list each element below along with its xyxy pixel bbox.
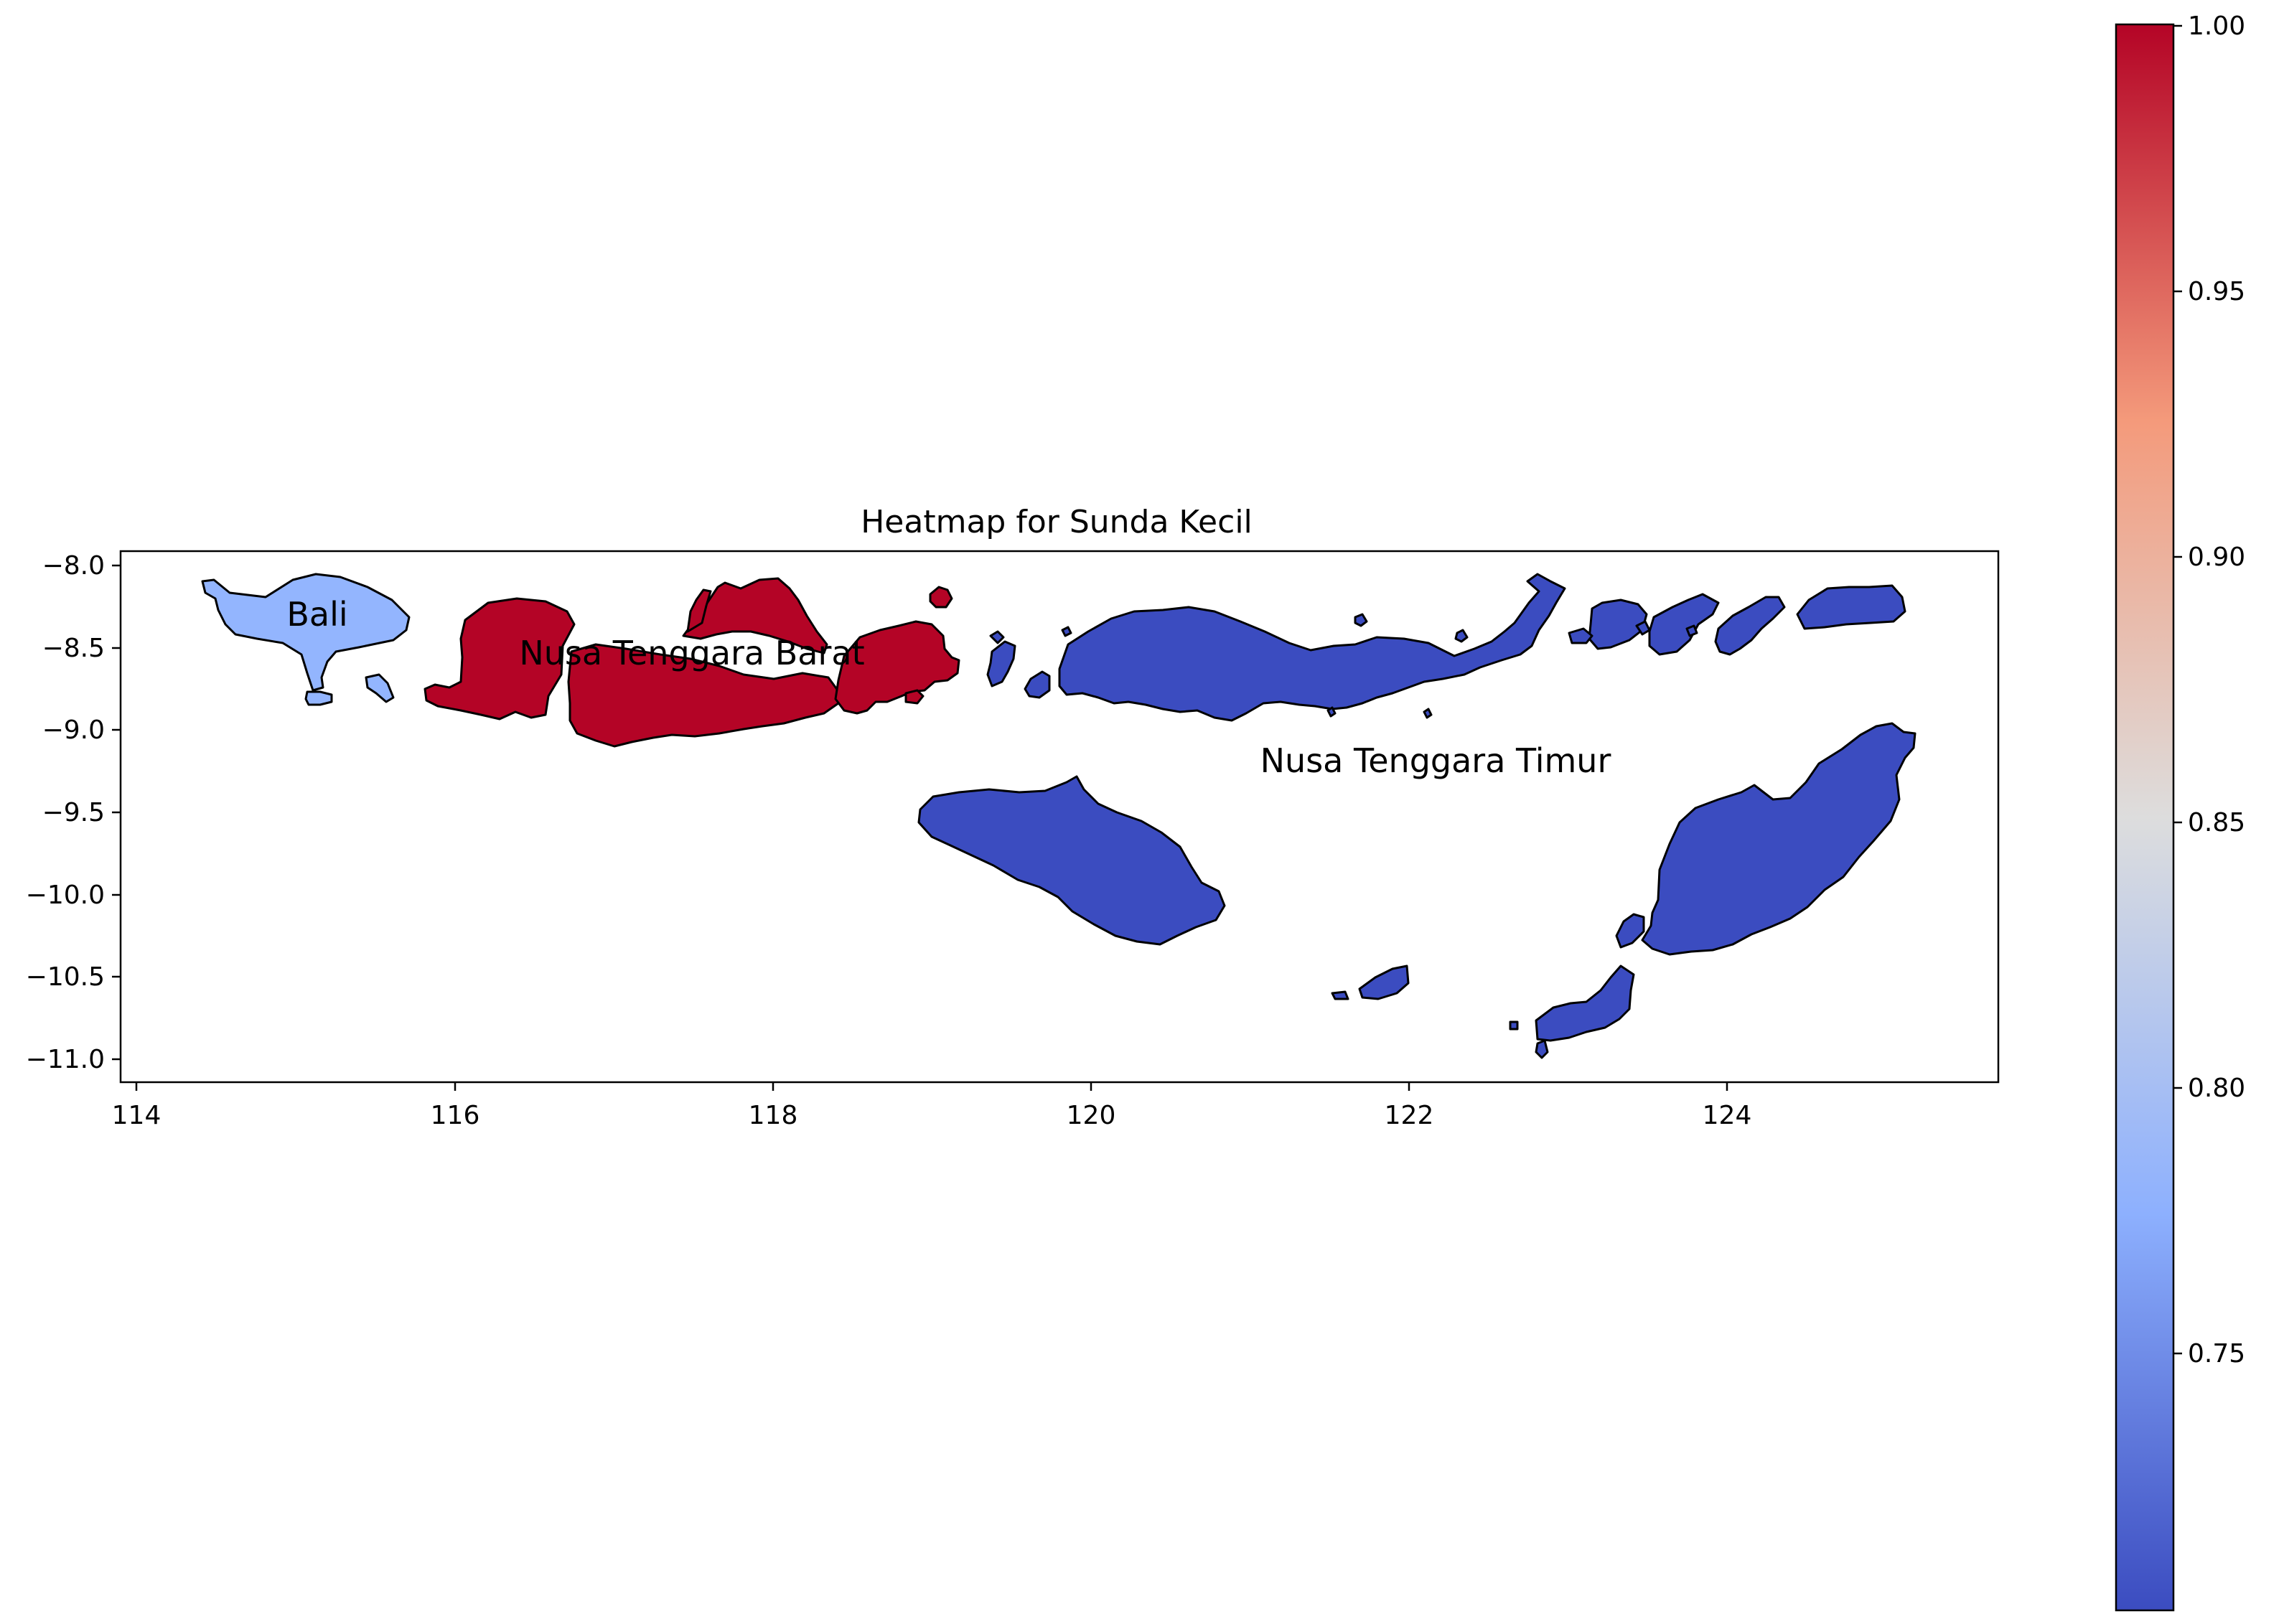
x-tick-label: 114: [112, 1101, 162, 1130]
plot-frame: [119, 550, 2000, 1084]
x-tick-label: 124: [1703, 1101, 1752, 1130]
region-bali: [201, 573, 411, 706]
region-label-bali: Bali: [286, 595, 347, 634]
colorbar-tick-label: 0.75: [2188, 1339, 2245, 1369]
colorbar-tick-label: 0.95: [2188, 277, 2245, 306]
y-axis: −8.0 −8.5 −9.0 −9.5 −10.0 −10.5 −11.0: [26, 551, 121, 1074]
region-label-nusa-tenggara-timur: Nusa Tenggara Timur: [1260, 741, 1611, 780]
x-axis: 114 116 118 120 122 124: [112, 1082, 1752, 1130]
y-tick-label: −9.0: [42, 715, 105, 745]
y-tick-label: −8.5: [42, 634, 105, 663]
region-label-nusa-tenggara-barat: Nusa Tenggara Barat: [519, 634, 864, 672]
colorbar-tick-label: 0.80: [2188, 1074, 2245, 1103]
colorbar-tick-label: 1.00: [2188, 11, 2245, 41]
x-tick-label: 120: [1067, 1101, 1116, 1130]
colorbar: 1.00 0.95 0.90 0.85 0.80 0.75: [2115, 11, 2245, 1612]
x-tick-label: 122: [1385, 1101, 1434, 1130]
y-tick-label: −10.5: [26, 962, 105, 992]
y-tick-label: −8.0: [42, 551, 105, 581]
map-title: Heatmap for Sunda Kecil: [861, 504, 1253, 540]
colorbar-gradient: [2115, 23, 2175, 1612]
colorbar-tick-label: 0.85: [2188, 808, 2245, 837]
colorbar-tick-label: 0.90: [2188, 543, 2245, 572]
region-nusa-tenggara-barat: [423, 577, 960, 748]
x-tick-label: 118: [749, 1101, 798, 1130]
y-tick-label: −10.0: [26, 881, 105, 910]
y-tick-label: −9.5: [42, 798, 105, 827]
region-nusa-tenggara-timur: [917, 573, 1916, 1059]
y-tick-label: −11.0: [26, 1045, 105, 1074]
x-tick-label: 116: [431, 1101, 480, 1130]
